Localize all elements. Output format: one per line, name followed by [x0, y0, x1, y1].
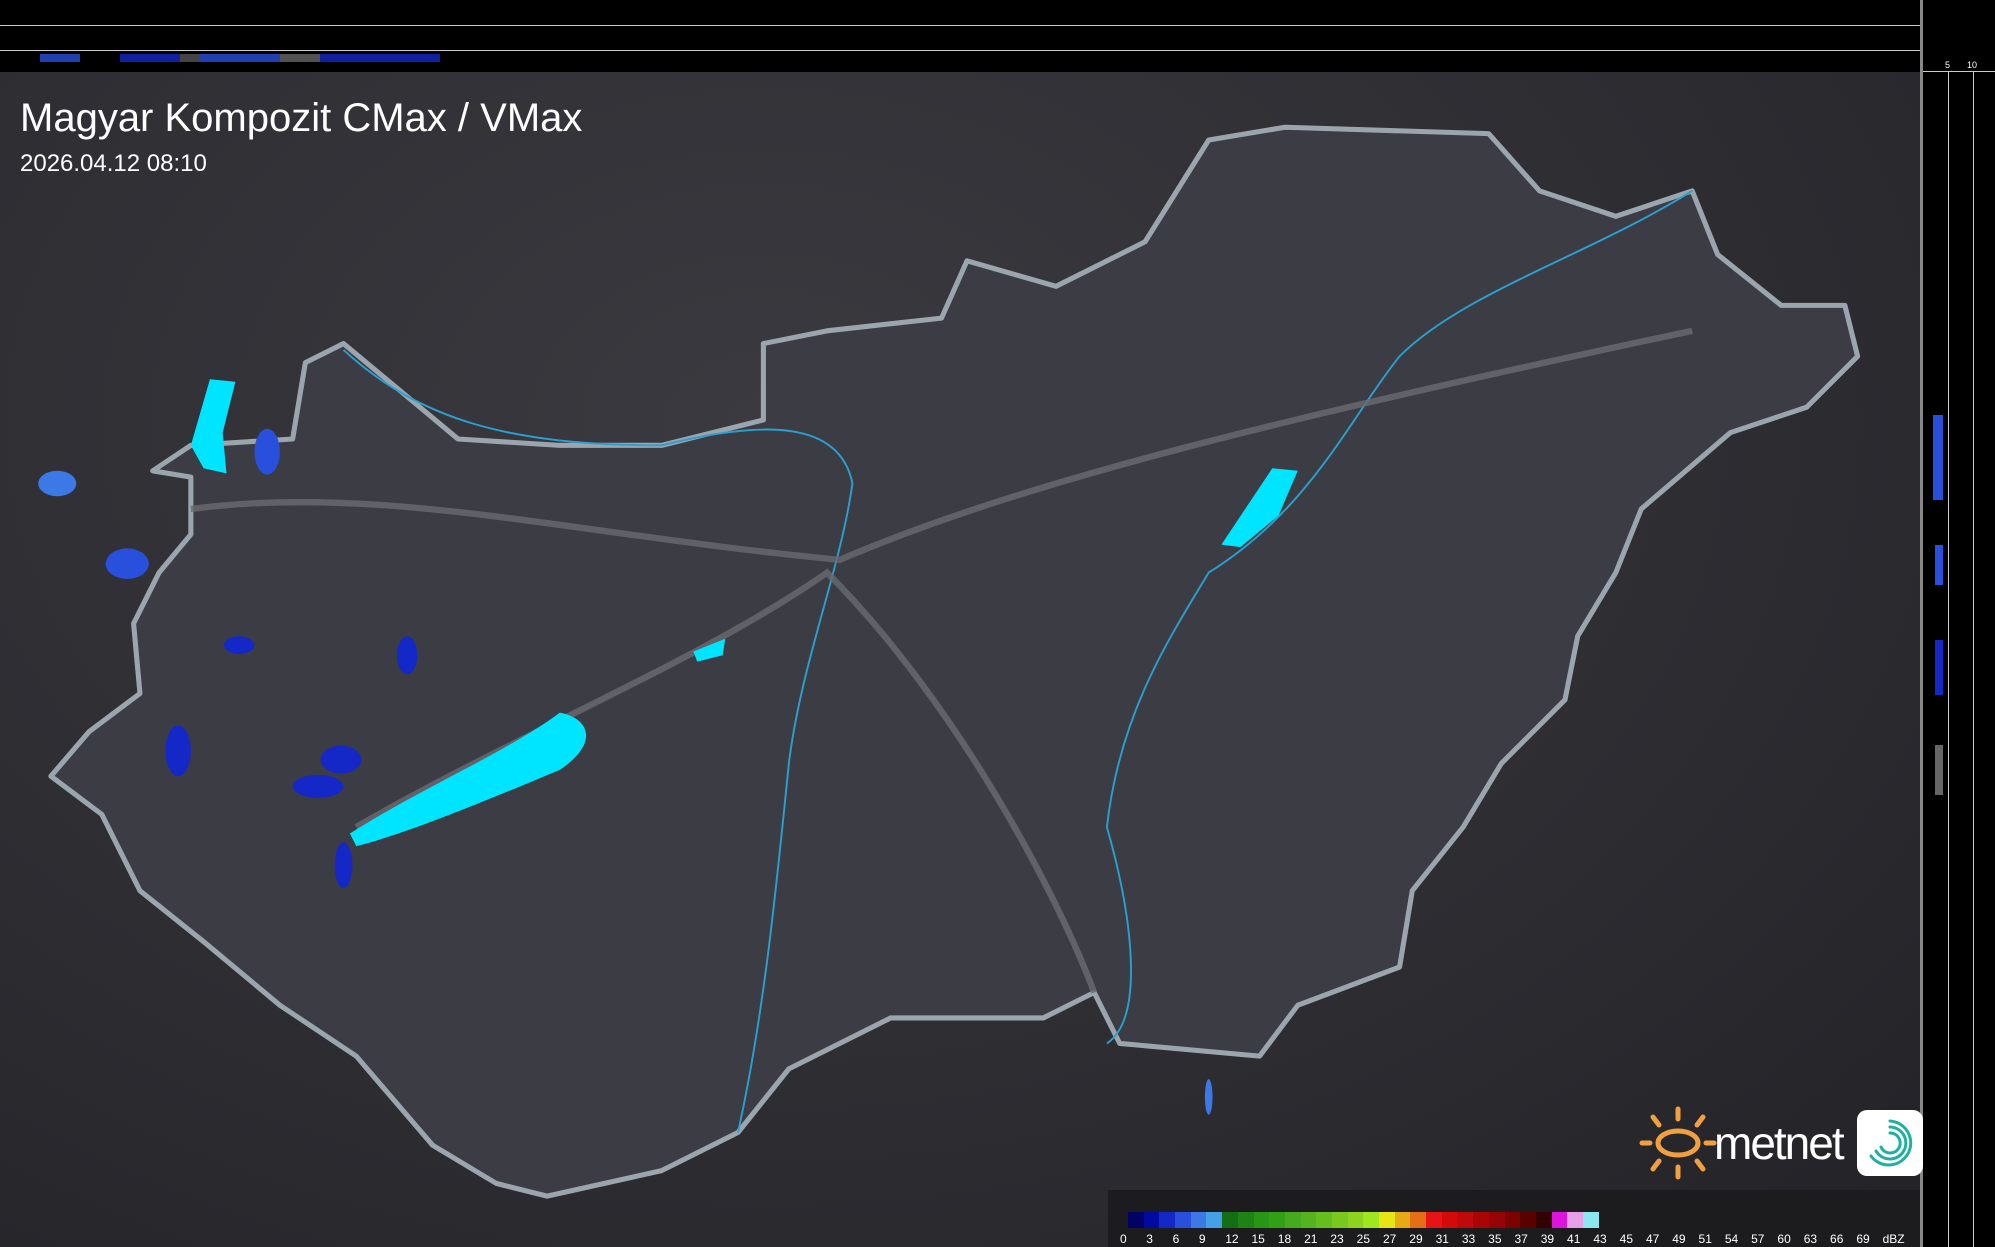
legend-label: 23	[1330, 1232, 1344, 1246]
metnet-logo: metnet	[1638, 1105, 1923, 1181]
legend-swatch	[1190, 1212, 1207, 1228]
legend-label: 29	[1409, 1232, 1423, 1246]
legend-label: 57	[1751, 1232, 1765, 1246]
legend-swatch	[1347, 1212, 1364, 1228]
legend-label: 45	[1619, 1232, 1633, 1246]
legend-swatch	[1237, 1212, 1254, 1228]
legend-label: 6	[1172, 1232, 1180, 1246]
legend-swatch	[1206, 1212, 1223, 1228]
legend-label: 69	[1856, 1232, 1870, 1246]
legend-swatch	[1269, 1212, 1285, 1228]
legend-swatch	[1473, 1212, 1489, 1228]
legend-label: 39	[1540, 1232, 1555, 1246]
legend-label: 41	[1567, 1232, 1581, 1246]
legend-swatch	[1222, 1212, 1238, 1228]
legend-label: 47	[1645, 1232, 1660, 1246]
legend-label: 31	[1435, 1232, 1449, 1246]
legend-swatch	[1441, 1212, 1458, 1228]
lake-balaton	[349, 712, 587, 847]
metnet-brand: metnet	[1714, 1117, 1845, 1169]
legend-label: 27	[1382, 1232, 1397, 1246]
legend-unit: dBZ	[1882, 1232, 1905, 1246]
legend-swatch	[1535, 1212, 1552, 1228]
legend-swatch	[1426, 1212, 1442, 1228]
legend-swatch	[1488, 1212, 1505, 1228]
metnet-app-icon	[1856, 1110, 1923, 1176]
lake-tisza	[1221, 468, 1298, 548]
river-tisza	[1105, 190, 1693, 1045]
legend-swatch	[1504, 1212, 1521, 1228]
legend-swatch	[1128, 1212, 1144, 1228]
legend-label: 54	[1724, 1232, 1739, 1246]
vertical-profile-right: 5 10	[1920, 0, 1995, 1247]
legend-swatch	[1253, 1212, 1270, 1228]
legend-swatch	[1159, 1212, 1176, 1228]
map-timestamp: 2026.04.12 08:10	[20, 150, 207, 177]
legend-label: 0	[1120, 1232, 1127, 1246]
hungary-border	[48, 124, 1861, 1199]
legend-swatch	[1582, 1212, 1599, 1228]
legend-swatch	[1363, 1212, 1379, 1228]
rivers	[342, 190, 1693, 1133]
river-danube	[342, 349, 854, 1133]
legend-label: 33	[1461, 1232, 1476, 1246]
legend-label: 51	[1698, 1232, 1712, 1246]
sun-logo-icon	[1639, 1106, 1717, 1180]
legend-swatch	[1316, 1212, 1332, 1228]
right-tick: 10	[1967, 60, 1978, 70]
legend-swatch	[1379, 1212, 1395, 1228]
legend-swatch	[1394, 1212, 1411, 1228]
legend-swatch	[1410, 1212, 1427, 1228]
legend-label: 18	[1277, 1232, 1292, 1246]
lake-velence	[693, 638, 726, 662]
legend-label: 66	[1830, 1232, 1844, 1246]
legend-label: 25	[1356, 1232, 1371, 1246]
legend-label: 35	[1488, 1232, 1502, 1246]
legend-swatch	[1175, 1212, 1191, 1228]
map-title: Magyar Kompozit CMax / VMax	[20, 96, 583, 140]
legend-swatch	[1567, 1212, 1583, 1228]
legend-swatch	[1331, 1212, 1348, 1228]
dbz-color-legend: 0 3 6 9 12 15 18 21 23 25 27 29 31 33 35 37 39 41 43 45 47 49…	[1108, 1190, 1920, 1247]
legend-swatch	[1520, 1212, 1536, 1228]
legend-label: 60	[1777, 1232, 1791, 1246]
legend-swatch	[1300, 1212, 1317, 1228]
legend-swatch	[1551, 1212, 1568, 1228]
legend-label: 43	[1593, 1232, 1607, 1246]
legend-color-bar	[1128, 1212, 1599, 1228]
legend-swatch	[1457, 1212, 1474, 1228]
legend-label: 12	[1225, 1232, 1239, 1246]
right-tick: 5	[1945, 60, 1951, 70]
legend-label: 21	[1304, 1232, 1318, 1246]
legend-swatch	[1143, 1212, 1160, 1228]
legend-label: 15	[1251, 1232, 1265, 1246]
legend-labels: 0 3 6 9 12 15 18 21 23 25 27 29 31 33 35 37 39 41 43 45 47 49…	[1120, 1232, 1909, 1246]
legend-label: 49	[1672, 1232, 1686, 1246]
lake-ferto	[190, 379, 236, 474]
legend-label: 37	[1514, 1232, 1528, 1246]
legend-swatch	[1284, 1212, 1301, 1228]
legend-label: 9	[1198, 1232, 1206, 1246]
vertical-profile-top: 10 5	[0, 0, 1934, 72]
legend-label: 3	[1146, 1232, 1153, 1246]
legend-label: 63	[1803, 1232, 1818, 1246]
lakes	[190, 379, 1298, 847]
radar-echoes	[38, 428, 1213, 1115]
